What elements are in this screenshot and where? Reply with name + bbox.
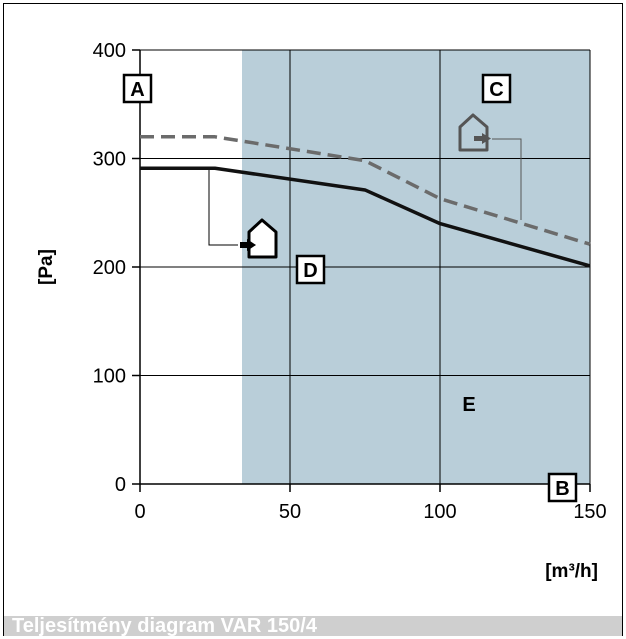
series-line-solid bbox=[140, 166, 591, 268]
x-tick-label: 150 bbox=[573, 501, 606, 523]
y-tick-label: 300 bbox=[93, 149, 126, 171]
y-tick-label: 400 bbox=[93, 40, 126, 62]
y-tick-label: 100 bbox=[93, 366, 126, 388]
box-label-c: C bbox=[489, 79, 503, 101]
house-exhaust-arrow-head bbox=[482, 133, 491, 144]
y-axis-title: [Pa] bbox=[36, 249, 57, 285]
x-tick-label: 0 bbox=[134, 501, 145, 523]
box-label-c-frame bbox=[481, 73, 512, 104]
box-label-a: A bbox=[130, 79, 144, 101]
box-label-a-frame bbox=[122, 73, 153, 104]
box-label-b: B bbox=[555, 478, 569, 500]
y-tick-label: 200 bbox=[93, 257, 126, 279]
box-label-b-frame bbox=[547, 472, 578, 503]
box-label-d-frame bbox=[295, 254, 326, 285]
series-line-dashed bbox=[140, 135, 591, 246]
chart-caption: Teljesítmény diagram VAR 150/4 bbox=[4, 616, 622, 636]
x-tick-label: 50 bbox=[279, 501, 301, 523]
house-supply-arrow-stem bbox=[240, 242, 249, 248]
x-tick-label: 100 bbox=[423, 501, 456, 523]
house-supply-icon bbox=[247, 218, 278, 259]
region-label-e: E bbox=[462, 394, 475, 416]
dashed-line-connector bbox=[492, 138, 522, 220]
solid-line-connector bbox=[208, 170, 238, 246]
house-exhaust-arrow-stem bbox=[474, 136, 484, 141]
y-tick-label: 0 bbox=[115, 474, 126, 496]
box-label-d: D bbox=[303, 260, 317, 282]
house-supply-arrow-head bbox=[247, 239, 256, 251]
x-axis-title: [m³/h] bbox=[545, 561, 598, 582]
